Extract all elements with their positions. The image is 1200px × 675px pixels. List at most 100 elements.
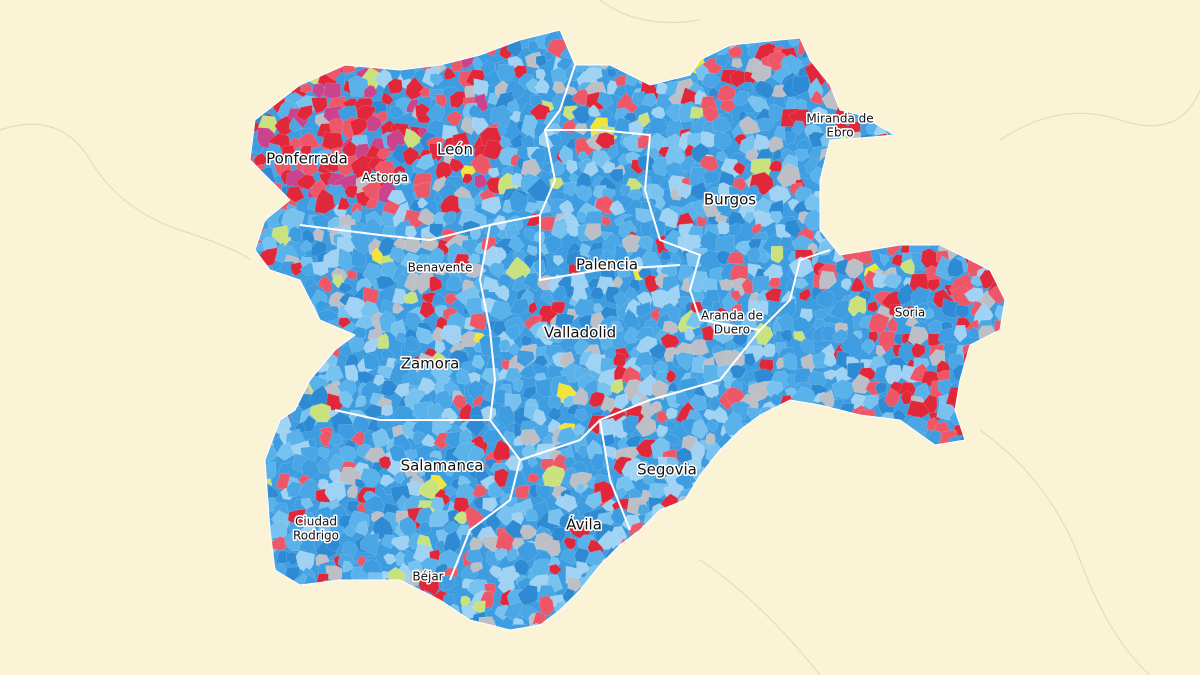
municipality [304,613,324,630]
municipality [521,385,537,400]
municipality [782,442,800,462]
municipality [715,151,729,162]
municipality [250,293,255,312]
municipality [875,184,888,196]
municipality [632,601,650,625]
municipality [952,208,974,230]
municipality [877,160,899,181]
municipality [747,30,767,37]
municipality [259,43,279,64]
municipality [584,328,597,341]
municipality [647,60,661,73]
municipality [666,456,680,468]
municipality [652,573,674,591]
municipality [981,370,994,383]
municipality [695,215,707,227]
municipality [929,591,947,610]
municipality [769,461,786,476]
municipality [311,260,329,277]
municipality [286,291,302,305]
municipality [792,621,810,630]
municipality [849,225,871,247]
municipality [250,312,252,325]
municipality [836,532,856,555]
municipality [727,45,743,59]
municipality [862,30,881,39]
municipality [250,297,253,322]
municipality [617,631,635,646]
municipality [551,301,566,315]
municipality [675,391,691,406]
municipality [831,48,850,66]
municipality [898,107,924,130]
municipality [754,574,775,595]
municipality [995,504,1005,520]
municipality [821,619,834,630]
municipality [669,610,692,630]
municipality [987,552,1004,569]
municipality [916,543,935,562]
municipality [715,30,730,39]
municipality [381,404,394,416]
municipality [956,172,976,190]
municipality [823,452,839,465]
municipality [765,559,788,583]
municipality [728,223,742,237]
municipality [735,452,751,474]
municipality [965,571,982,588]
municipality [929,451,943,465]
municipality [895,221,919,242]
municipality [736,30,751,36]
municipality [794,148,810,162]
municipality [871,632,882,643]
municipality [979,537,999,561]
municipality [845,81,865,104]
municipality [857,250,874,266]
municipality [823,369,836,381]
municipality [830,176,850,198]
municipality [314,188,336,214]
municipality [732,549,753,569]
municipality [326,627,347,630]
municipality [436,539,446,553]
municipality [748,457,762,471]
municipality [414,103,435,124]
municipality [841,583,864,606]
municipality [255,370,279,391]
municipality [611,553,624,568]
municipality [852,488,871,510]
municipality [988,65,1005,90]
municipality [830,485,852,506]
municipality [250,278,252,290]
municipality [987,230,1002,245]
municipality [952,30,976,38]
municipality [957,486,970,499]
municipality [302,326,327,350]
municipality [253,287,268,308]
municipality [606,607,618,620]
municipality [250,213,254,233]
municipality [469,153,492,176]
municipality [987,622,1005,630]
municipality [688,585,705,604]
municipality [922,524,944,545]
municipality [562,617,587,630]
municipality [846,442,859,456]
municipality [833,214,848,236]
municipality [920,89,939,109]
municipality [261,406,282,427]
municipality [876,40,894,59]
municipality [861,84,876,98]
municipality [963,127,987,147]
municipality [632,30,657,55]
municipality [984,147,1005,168]
municipality [533,355,549,367]
municipality [659,53,680,76]
municipality [788,256,814,278]
municipality [937,222,960,240]
municipality [979,40,995,57]
municipality [250,188,261,209]
municipality [250,526,253,542]
